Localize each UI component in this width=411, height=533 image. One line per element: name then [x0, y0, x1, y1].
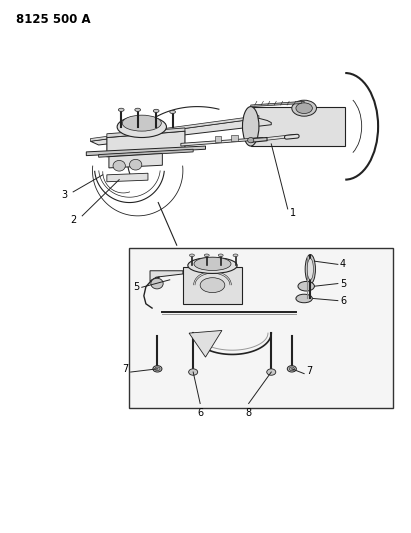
Ellipse shape [113, 160, 125, 171]
Polygon shape [86, 146, 206, 156]
Ellipse shape [189, 254, 194, 257]
Polygon shape [99, 149, 193, 157]
Polygon shape [150, 271, 183, 281]
Ellipse shape [307, 259, 313, 280]
Ellipse shape [155, 367, 160, 371]
Polygon shape [251, 138, 267, 142]
Polygon shape [183, 266, 242, 304]
Ellipse shape [289, 367, 294, 371]
Text: 6: 6 [197, 408, 203, 418]
Ellipse shape [305, 255, 316, 284]
FancyArrowPatch shape [286, 136, 297, 137]
Ellipse shape [287, 366, 296, 372]
Text: 7: 7 [306, 366, 312, 376]
FancyBboxPatch shape [129, 248, 393, 408]
Ellipse shape [218, 254, 223, 257]
Polygon shape [181, 138, 263, 146]
Ellipse shape [153, 109, 159, 112]
Ellipse shape [233, 254, 238, 257]
Text: 5: 5 [134, 282, 140, 292]
Ellipse shape [188, 257, 237, 273]
Polygon shape [231, 135, 238, 141]
Polygon shape [107, 173, 148, 182]
Ellipse shape [296, 103, 312, 114]
Ellipse shape [298, 281, 314, 291]
FancyArrowPatch shape [286, 136, 297, 137]
Text: 2: 2 [70, 215, 76, 224]
Ellipse shape [135, 108, 141, 111]
Ellipse shape [296, 294, 312, 303]
Text: 1: 1 [290, 208, 296, 218]
Ellipse shape [200, 278, 225, 293]
Ellipse shape [242, 107, 259, 146]
Ellipse shape [267, 369, 276, 375]
Ellipse shape [189, 369, 198, 375]
Polygon shape [90, 118, 271, 145]
Text: 7: 7 [122, 365, 129, 374]
Polygon shape [107, 128, 185, 138]
Text: 3: 3 [61, 190, 67, 199]
Text: 8: 8 [246, 408, 252, 418]
Ellipse shape [247, 138, 254, 143]
Ellipse shape [122, 115, 161, 131]
Polygon shape [267, 134, 296, 140]
Polygon shape [215, 136, 221, 142]
Ellipse shape [292, 100, 316, 116]
Polygon shape [107, 131, 185, 157]
Ellipse shape [170, 110, 175, 114]
Text: 8125 500 A: 8125 500 A [16, 13, 91, 26]
Ellipse shape [151, 278, 163, 289]
Polygon shape [251, 107, 345, 146]
Polygon shape [251, 101, 304, 107]
Polygon shape [90, 116, 259, 141]
Text: 6: 6 [340, 296, 346, 305]
Ellipse shape [117, 116, 166, 138]
Text: 4: 4 [340, 260, 346, 269]
Ellipse shape [153, 366, 162, 372]
Ellipse shape [129, 159, 142, 170]
Polygon shape [109, 154, 162, 168]
Ellipse shape [204, 254, 209, 257]
Text: 5: 5 [340, 279, 346, 288]
Ellipse shape [118, 108, 124, 111]
Polygon shape [189, 330, 222, 357]
Ellipse shape [194, 257, 231, 271]
